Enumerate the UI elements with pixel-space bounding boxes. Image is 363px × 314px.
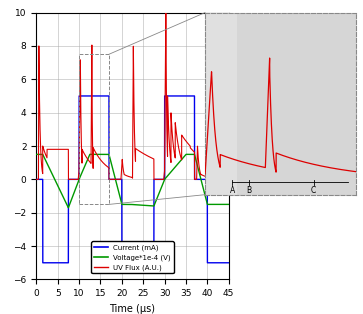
Text: A: A — [229, 186, 235, 195]
Text: B: B — [246, 186, 251, 195]
Bar — [237, 13, 356, 195]
Text: C: C — [311, 186, 316, 195]
Legend: Current (mA), Voltage*1e-4 (V), UV Flux (A.U.): Current (mA), Voltage*1e-4 (V), UV Flux … — [91, 241, 174, 273]
X-axis label: Time (μs): Time (μs) — [110, 304, 155, 314]
Bar — [79, 54, 109, 204]
